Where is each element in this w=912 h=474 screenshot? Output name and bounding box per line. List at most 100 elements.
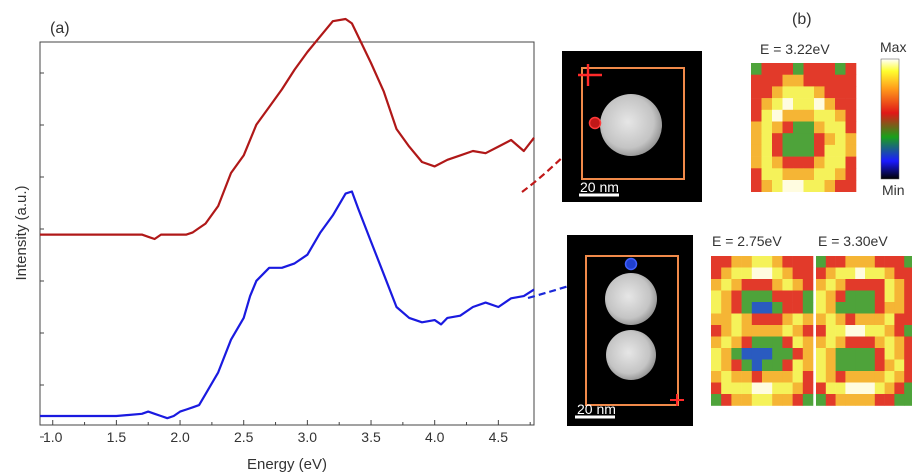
map-pixel — [835, 267, 846, 280]
map-pixel — [792, 313, 804, 326]
map-pixel — [814, 121, 825, 134]
y-axis-title: Intensity (a.u.) — [13, 185, 30, 280]
map-pixel — [865, 394, 876, 406]
map-pixel — [761, 63, 773, 75]
map-pixel — [816, 336, 827, 349]
map-pixel — [782, 133, 794, 146]
map-pixel — [855, 325, 866, 337]
map-pixel — [845, 394, 856, 406]
map-pixel — [894, 279, 905, 291]
map-pixel — [772, 168, 783, 181]
map-pixel — [731, 382, 742, 395]
map-pixel — [835, 382, 846, 395]
map-pixel — [835, 279, 846, 291]
map-pixel — [751, 256, 763, 268]
map-pixel — [802, 348, 814, 360]
map-pixel — [761, 74, 773, 87]
map-pixel — [741, 279, 753, 291]
map-pixel — [803, 121, 815, 134]
map-pixel — [731, 256, 742, 268]
map-pixel — [782, 394, 793, 406]
nanoparticle — [600, 94, 662, 156]
eels-map-3-22 — [751, 63, 857, 192]
map-pixel — [772, 144, 783, 157]
map-pixel — [803, 144, 815, 157]
map-pixel — [816, 359, 827, 372]
map-pixel — [845, 302, 856, 314]
roi-box — [581, 67, 685, 180]
map-pixel — [874, 371, 885, 383]
map-pixel — [816, 290, 827, 303]
map-pixel — [731, 348, 742, 360]
colorbar — [880, 58, 900, 180]
map-pixel — [782, 267, 793, 280]
map-pixel — [751, 86, 762, 99]
map-pixel — [894, 336, 905, 349]
map-pixel — [741, 348, 753, 360]
map-pixel — [835, 359, 846, 372]
map-pixel — [835, 394, 846, 406]
map-pixel — [894, 348, 905, 360]
map-pixel — [816, 371, 827, 383]
map-pixel — [865, 359, 876, 372]
series-line-red — [40, 17, 535, 241]
map-pixel — [782, 382, 793, 395]
map-pixel — [855, 359, 866, 372]
scale-bar-label: 20 nm — [577, 401, 616, 417]
map-pixel — [865, 348, 876, 360]
map-pixel — [835, 86, 846, 99]
map-pixel — [845, 313, 856, 326]
map-pixel — [762, 302, 773, 314]
map-pixel — [751, 63, 762, 75]
map-pixel — [802, 290, 814, 303]
map-pixel — [772, 74, 783, 87]
map-pixel — [741, 382, 753, 395]
map-pixel — [835, 325, 846, 337]
map-pixel — [741, 290, 753, 303]
map-pixel — [711, 267, 722, 280]
map-pixel — [772, 180, 783, 192]
map-pixel — [904, 382, 912, 395]
map-pixel — [751, 109, 762, 122]
series-line-blue — [40, 190, 535, 420]
map-pixel — [865, 256, 876, 268]
map-pixel — [825, 267, 836, 280]
map-pixel — [845, 348, 856, 360]
map-pixel — [731, 336, 742, 349]
map-pixel — [741, 267, 753, 280]
map-pixel — [792, 302, 804, 314]
map-pixel — [884, 313, 895, 326]
map-pixel — [825, 290, 836, 303]
map-pixel — [894, 382, 905, 395]
map-pixel — [814, 74, 825, 87]
map-pixel — [802, 336, 814, 349]
map-pixel — [814, 144, 825, 157]
map-pixel — [782, 325, 793, 337]
map-pixel — [741, 336, 753, 349]
map-pixel — [772, 290, 783, 303]
map-pixel — [835, 180, 846, 192]
map-pixel — [751, 168, 762, 181]
map-pixel — [816, 279, 827, 291]
map-pixel — [762, 348, 773, 360]
map-title-2-75: E = 2.75eV — [712, 233, 782, 249]
map-pixel — [845, 371, 856, 383]
map-pixel — [835, 371, 846, 383]
map-pixel — [814, 180, 825, 192]
map-pixel — [802, 302, 814, 314]
map-pixel — [741, 371, 753, 383]
map-pixel — [792, 394, 804, 406]
map-pixel — [874, 279, 885, 291]
map-pixel — [741, 256, 753, 268]
map-pixel — [825, 302, 836, 314]
map-pixel — [874, 256, 885, 268]
map-pixel — [835, 109, 846, 122]
map-pixel — [711, 325, 722, 337]
map-pixel — [731, 290, 742, 303]
map-pixel — [855, 382, 866, 395]
map-pixel — [884, 382, 895, 395]
map-pixel — [835, 302, 846, 314]
map-pixel — [855, 336, 866, 349]
map-pixel — [751, 359, 763, 372]
x-tick-label: 2.5 — [234, 429, 254, 445]
